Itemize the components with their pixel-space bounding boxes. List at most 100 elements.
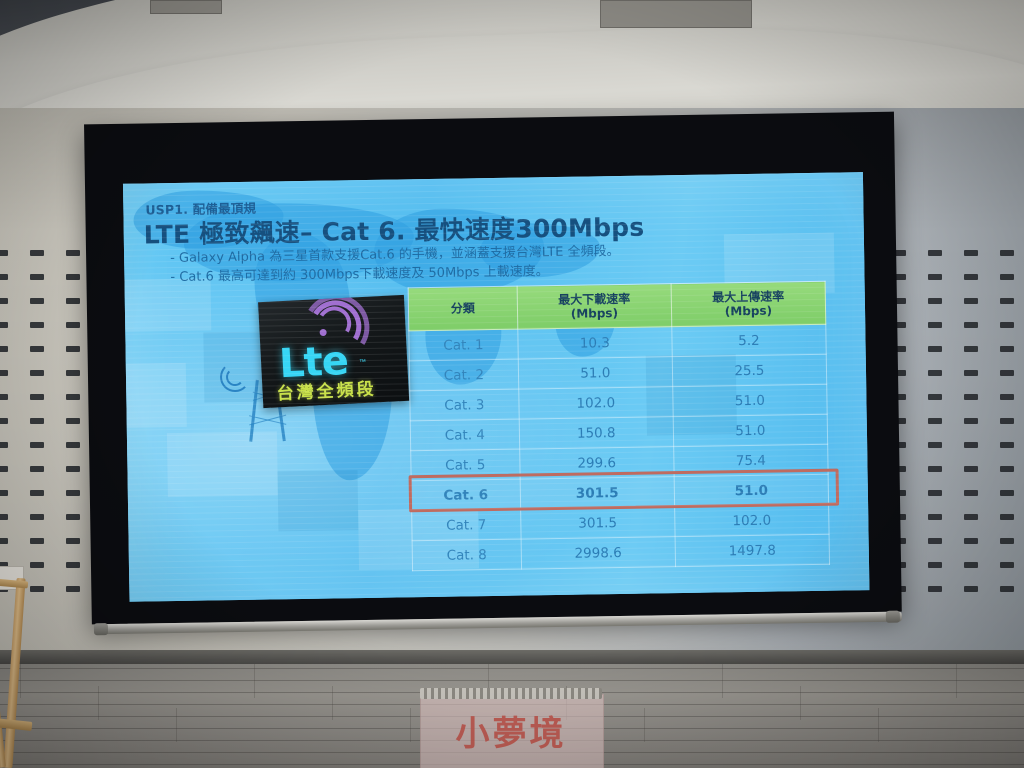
wall-slot [928, 346, 942, 352]
wall-slot [964, 562, 978, 568]
wall-slot [66, 442, 80, 448]
watermark-coil-icon [420, 688, 602, 699]
screen-bar-cap-left [93, 623, 109, 636]
floor-plank-line [0, 668, 1024, 669]
wall-slot [1000, 562, 1014, 568]
wall-slot [0, 322, 8, 328]
wall-slot [30, 322, 44, 328]
wall-slot [0, 466, 8, 472]
wall-slot [928, 490, 942, 496]
wall-slot [0, 394, 8, 400]
wall-slot [66, 346, 80, 352]
wall-slot [30, 466, 44, 472]
wall-slot [892, 250, 906, 256]
wall-slot [30, 298, 44, 304]
wall-slot [0, 514, 8, 520]
scanline [129, 574, 870, 587]
wall-slot [964, 466, 978, 472]
wall-slot [1000, 490, 1014, 496]
wall-slot [30, 538, 44, 544]
wall-slot [964, 394, 978, 400]
wall-slot [928, 538, 942, 544]
wall-slot [964, 586, 978, 592]
wall-slot [0, 250, 8, 256]
wall-slot [892, 298, 906, 304]
wall-slot [892, 274, 906, 280]
wall-slot [1000, 250, 1014, 256]
wall-slot [30, 418, 44, 424]
wall-slot [66, 466, 80, 472]
wall-slot [928, 514, 942, 520]
wall-slot [30, 490, 44, 496]
wall-slot [928, 562, 942, 568]
wall-slot [0, 346, 8, 352]
wall-slot [0, 418, 8, 424]
floor-plank-seam [722, 664, 723, 698]
wall-slot [66, 562, 80, 568]
acoustic-slat-wall-right [890, 250, 1024, 610]
wall-slot [892, 370, 906, 376]
floor-plank-seam [254, 664, 255, 698]
floor-plank-seam [956, 664, 957, 698]
wall-slot [30, 250, 44, 256]
wall-slot [1000, 346, 1014, 352]
wall-slot [66, 274, 80, 280]
wall-slot [928, 418, 942, 424]
wall-slot [964, 442, 978, 448]
baseboard [0, 650, 1024, 668]
projected-slide: Lte ™ 台灣全頻段 USP1. 配備最頂規 LTE 極致飆速– Cat 6.… [122, 172, 870, 602]
floor-plank-seam [98, 686, 99, 720]
wall-slot [1000, 514, 1014, 520]
floor-plank-seam [644, 708, 645, 742]
wall-slot [0, 490, 8, 496]
screen-bar-cap-right [885, 610, 900, 623]
wall-slot [1000, 370, 1014, 376]
wall-slot [0, 274, 8, 280]
wall-slot [66, 586, 80, 592]
ceiling-vent [600, 0, 752, 28]
scanline [129, 568, 870, 581]
wall-slot [30, 586, 44, 592]
wall-slot [0, 538, 8, 544]
wall-slot [964, 274, 978, 280]
wall-slot [1000, 466, 1014, 472]
watermark: 小夢境 [420, 686, 604, 768]
scanline [129, 580, 870, 593]
wall-slot [30, 514, 44, 520]
wall-slot [0, 562, 8, 568]
wall-slot [1000, 442, 1014, 448]
wall-slot [66, 250, 80, 256]
wall-slot [30, 370, 44, 376]
wall-slot [66, 418, 80, 424]
wall-slot [66, 394, 80, 400]
wall-slot [0, 298, 8, 304]
scanline [123, 184, 864, 197]
wall-slot [0, 370, 8, 376]
acoustic-slat-wall-left [0, 250, 96, 610]
floor-plank-line [0, 680, 1024, 681]
wall-slot [30, 394, 44, 400]
wall-slot [30, 274, 44, 280]
header-line-1: 最大上傳速率 [712, 289, 785, 305]
wall-slot [30, 442, 44, 448]
wall-slot [964, 346, 978, 352]
wall-slot [1000, 298, 1014, 304]
wall-slot [1000, 322, 1014, 328]
floor-plank-seam [332, 686, 333, 720]
wall-slot [892, 346, 906, 352]
wall-slot [964, 490, 978, 496]
watermark-text: 小夢境 [455, 714, 567, 754]
wall-slot [66, 322, 80, 328]
wall-slot [928, 322, 942, 328]
wall-slot [964, 370, 978, 376]
wall-slot [66, 298, 80, 304]
wall-slot [30, 562, 44, 568]
wall-slot [928, 394, 942, 400]
wall-slot [1000, 418, 1014, 424]
wall-slot [928, 250, 942, 256]
wall-slot [928, 298, 942, 304]
wall-slot [928, 370, 942, 376]
floor-plank-seam [800, 686, 801, 720]
wall-slot [1000, 538, 1014, 544]
wall-slot [1000, 274, 1014, 280]
